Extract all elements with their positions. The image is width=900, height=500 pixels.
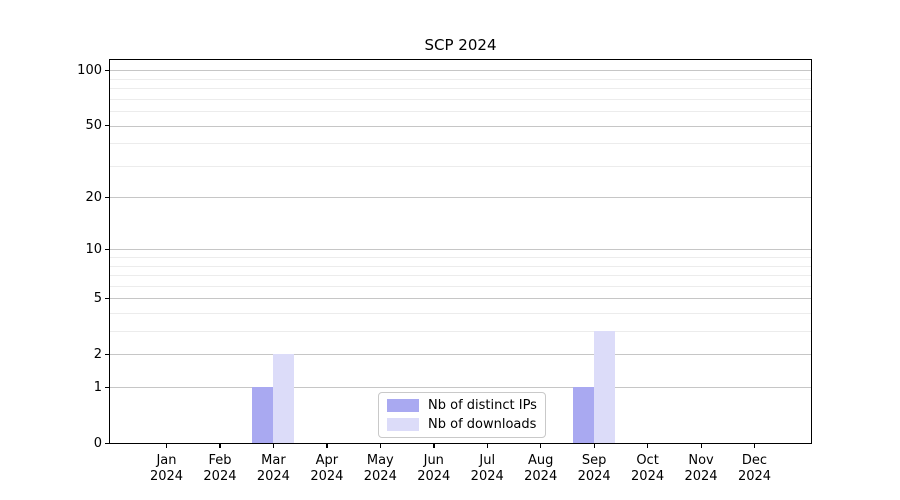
y-tick-mark bbox=[105, 248, 110, 251]
x-tick-year: 2024 bbox=[524, 469, 558, 484]
x-tick-label: Aug 2024 bbox=[501, 453, 581, 485]
x-tick-mark bbox=[326, 444, 328, 448]
x-tick-month: Feb bbox=[208, 453, 232, 468]
y-major-gridline bbox=[110, 197, 811, 199]
legend-item-distinct-ips: Nb of distinct IPs bbox=[387, 398, 537, 413]
x-tick-label: Oct 2024 bbox=[608, 453, 688, 485]
x-tick-mark bbox=[379, 444, 382, 448]
y-minor-gridline bbox=[110, 313, 811, 315]
bar-downloads bbox=[594, 331, 616, 443]
y-tick-label: 100 bbox=[77, 62, 102, 78]
x-tick-year: 2024 bbox=[631, 469, 665, 484]
y-minor-gridline bbox=[110, 88, 811, 90]
y-minor-gridline bbox=[110, 143, 811, 145]
chart-title: SCP 2024 bbox=[424, 36, 497, 54]
x-tick-year: 2024 bbox=[310, 469, 344, 484]
y-minor-gridline bbox=[110, 165, 811, 167]
y-major-gridline bbox=[110, 387, 811, 389]
x-tick-label: Sep 2024 bbox=[554, 453, 634, 485]
x-tick-year: 2024 bbox=[363, 469, 397, 484]
y-minor-gridline bbox=[110, 331, 811, 333]
x-tick-label: Feb 2024 bbox=[180, 453, 260, 485]
x-tick-mark bbox=[700, 444, 702, 448]
y-tick-mark bbox=[105, 353, 110, 356]
y-tick-mark bbox=[105, 386, 110, 388]
y-minor-gridline bbox=[110, 111, 811, 113]
y-tick-label: 10 bbox=[85, 241, 102, 257]
x-tick-mark bbox=[754, 444, 756, 448]
y-tick-label: 1 bbox=[93, 379, 102, 395]
x-tick-month: Dec bbox=[741, 453, 768, 468]
x-tick-month: Jul bbox=[479, 453, 496, 468]
x-tick-month: May bbox=[366, 453, 394, 468]
legend-label-distinct-ips: Nb of distinct IPs bbox=[428, 398, 537, 413]
y-tick-mark bbox=[105, 69, 110, 72]
legend-item-downloads: Nb of downloads bbox=[387, 417, 537, 432]
x-tick-year: 2024 bbox=[737, 469, 772, 484]
y-major-gridline bbox=[110, 354, 811, 356]
x-tick-year: 2024 bbox=[203, 469, 237, 484]
y-tick-label: 50 bbox=[85, 118, 102, 134]
y-major-gridline bbox=[110, 125, 811, 127]
x-tick-label: Jan 2024 bbox=[127, 453, 207, 485]
x-tick-label: Mar 2024 bbox=[233, 453, 313, 485]
y-minor-gridline bbox=[110, 78, 811, 80]
y-minor-gridline bbox=[110, 98, 811, 100]
x-tick-month: Oct bbox=[636, 453, 659, 468]
y-tick-label: 5 bbox=[93, 290, 102, 306]
x-tick-month: Jun bbox=[423, 453, 444, 468]
x-tick-label: Jun 2024 bbox=[394, 453, 474, 485]
x-tick-mark bbox=[486, 444, 489, 448]
x-tick-month: Sep bbox=[581, 453, 607, 468]
x-tick-label: May 2024 bbox=[340, 453, 420, 485]
legend: Nb of distinct IPs Nb of downloads bbox=[378, 392, 546, 438]
x-tick-month: Jan bbox=[156, 453, 177, 468]
y-tick-label: 2 bbox=[93, 346, 102, 362]
legend-label-downloads: Nb of downloads bbox=[428, 417, 537, 432]
x-tick-year: 2024 bbox=[577, 469, 611, 484]
x-tick-mark bbox=[540, 444, 542, 448]
y-minor-gridline bbox=[110, 257, 811, 259]
bar-distinct-ips bbox=[573, 387, 595, 443]
y-tick-label: 20 bbox=[85, 189, 102, 205]
x-tick-mark bbox=[647, 444, 649, 448]
plot-area bbox=[110, 60, 811, 443]
bar-downloads bbox=[273, 354, 295, 443]
x-tick-year: 2024 bbox=[684, 469, 718, 484]
y-tick-label: 0 bbox=[93, 435, 102, 451]
y-tick-mark bbox=[105, 125, 110, 127]
x-tick-month: Nov bbox=[688, 453, 714, 468]
x-tick-year: 2024 bbox=[417, 469, 451, 484]
bar-distinct-ips bbox=[252, 387, 274, 443]
legend-swatch-distinct-ips bbox=[387, 399, 419, 412]
x-tick-mark bbox=[219, 444, 221, 448]
x-tick-mark bbox=[166, 444, 168, 448]
y-tick-mark bbox=[105, 442, 110, 444]
y-minor-gridline bbox=[110, 275, 811, 277]
x-tick-year: 2024 bbox=[149, 469, 184, 484]
x-tick-mark bbox=[272, 444, 275, 448]
x-tick-month: Mar bbox=[261, 453, 286, 468]
y-major-gridline bbox=[110, 249, 811, 251]
x-tick-label: Jul 2024 bbox=[447, 453, 527, 485]
x-tick-mark bbox=[433, 444, 435, 448]
x-tick-year: 2024 bbox=[470, 469, 504, 484]
x-tick-label: Nov 2024 bbox=[661, 453, 741, 485]
x-tick-mark bbox=[593, 444, 595, 448]
x-tick-year: 2024 bbox=[256, 469, 290, 484]
x-tick-month: Apr bbox=[315, 453, 339, 468]
x-tick-month: Aug bbox=[527, 453, 554, 468]
y-minor-gridline bbox=[110, 285, 811, 287]
x-tick-label: Apr 2024 bbox=[287, 453, 367, 485]
legend-swatch-downloads bbox=[387, 418, 419, 431]
y-minor-gridline bbox=[110, 265, 811, 267]
y-major-gridline bbox=[110, 298, 811, 300]
y-tick-mark bbox=[105, 297, 110, 300]
y-major-gridline bbox=[110, 70, 811, 72]
x-tick-label: Dec 2024 bbox=[715, 453, 795, 485]
y-tick-mark bbox=[105, 196, 110, 199]
